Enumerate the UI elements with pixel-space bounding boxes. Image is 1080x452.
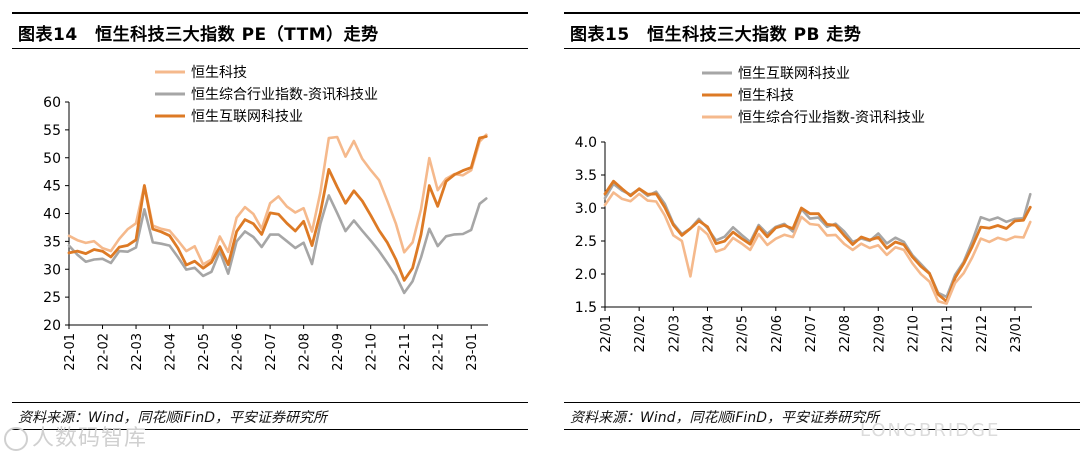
y-tick-label: 25 (43, 290, 61, 306)
x-tick-label: 22-06 (231, 333, 246, 371)
x-tick-label: 22/07 (804, 315, 819, 352)
y-tick-label: 60 (43, 95, 61, 111)
y-tick-label: 20 (43, 318, 61, 334)
x-tick-label: 22-09 (331, 333, 346, 371)
x-tick-label: 22/08 (838, 315, 853, 352)
source-note: 资料来源：Wind，同花顺iFinD，平安证券研究所 (18, 410, 327, 426)
y-tick-label: 3.5 (575, 168, 597, 184)
series-line (67, 133, 488, 266)
pb-chart: 1.5 2.0 2.5 3.0 3.5 4.0 22/01 22/02 22/03 22/04 22… (575, 66, 1032, 352)
series-line (603, 179, 1032, 303)
x-tick-label: 22/11 (941, 315, 956, 352)
x-tick-label: 22-02 (97, 333, 112, 371)
x-tick-label: 22-12 (432, 333, 447, 371)
y-tick-label: 35 (43, 234, 61, 250)
x-tick-label: 22-01 (63, 333, 78, 371)
y-tick-label: 45 (43, 179, 61, 195)
series-line (603, 191, 1032, 305)
legend-label: 恒生综合行业指数-资讯科技业 (738, 110, 925, 126)
x-tick-label: 22-05 (197, 333, 212, 371)
source-bar: 资料来源：Wind，同花顺iFinD，平安证券研究所 (564, 402, 1080, 430)
pe-chart-panel: 图表14 恒生科技三大指数 PE（TTM）走势 20 25 30 35 40 45 50 55… (0, 0, 528, 449)
x-tick-label: 22-08 (298, 333, 313, 371)
watermark-logo-icon (4, 427, 28, 451)
x-tick-label: 22/09 (872, 315, 887, 352)
watermark-text: 人数码智库 (32, 426, 148, 451)
x-tick-label: 22-10 (365, 333, 380, 371)
x-tick-label: 22-04 (164, 333, 179, 371)
legend-label: 恒生科技 (738, 88, 794, 104)
series-line (603, 182, 1032, 299)
y-tick-label: 3.0 (575, 201, 597, 217)
legend-label: 恒生综合行业指数-资讯科技业 (191, 87, 378, 103)
x-tick-label: 22/06 (770, 315, 785, 352)
y-tick-label: 40 (43, 207, 61, 223)
watermark-right: LONGBRIDGE (860, 420, 1001, 441)
chart-title: 图表14 恒生科技三大指数 PE（TTM）走势 (18, 25, 379, 45)
y-tick-label: 50 (43, 151, 61, 167)
pe-chart: 20 25 30 35 40 45 50 55 60 22-01 22-02 22-03 22-04 22… (43, 65, 488, 371)
series-line (67, 135, 488, 282)
x-tick-label: 22/04 (701, 315, 716, 352)
chart-title-bar: 图表14 恒生科技三大指数 PE（TTM）走势 (12, 12, 528, 49)
y-tick-label: 55 (43, 123, 61, 139)
x-tick-label: 22/01 (599, 315, 614, 352)
y-tick-label: 2.5 (575, 234, 597, 250)
x-tick-label: 22-03 (130, 333, 145, 371)
chart-title-bar: 图表15 恒生科技三大指数 PB 走势 (564, 12, 1080, 49)
x-tick-label: 23/01 (1009, 315, 1024, 352)
legend-label: 恒生科技 (191, 65, 247, 81)
chart-title: 图表15 恒生科技三大指数 PB 走势 (570, 25, 862, 45)
x-tick-label: 22/02 (633, 315, 648, 352)
legend-label: 恒生互联网科技业 (191, 109, 303, 125)
legend-label: 恒生互联网科技业 (738, 66, 850, 82)
watermark-left: 人数码智库 (4, 420, 147, 452)
x-tick-label: 22/05 (736, 315, 751, 352)
series-line (67, 194, 488, 295)
y-tick-label: 1.5 (575, 300, 597, 316)
y-tick-label: 4.0 (575, 135, 597, 151)
source-note: 资料来源：Wind，同花顺iFinD，平安证券研究所 (570, 410, 879, 426)
x-tick-label: 22/12 (975, 315, 990, 352)
source-bar: 资料来源：Wind，同花顺iFinD，平安证券研究所 (12, 402, 528, 430)
y-tick-label: 30 (43, 262, 61, 278)
x-tick-label: 22/10 (906, 315, 921, 352)
x-tick-label: 22-07 (264, 333, 279, 371)
x-tick-label: 23-01 (465, 333, 480, 371)
x-tick-label: 22-11 (398, 333, 413, 371)
x-tick-label: 22/03 (667, 315, 682, 352)
pb-chart-panel: 图表15 恒生科技三大指数 PB 走势 1.5 2.0 2.5 3.0 3.5 4.0 22… (552, 0, 1080, 449)
y-tick-label: 2.0 (575, 267, 597, 283)
